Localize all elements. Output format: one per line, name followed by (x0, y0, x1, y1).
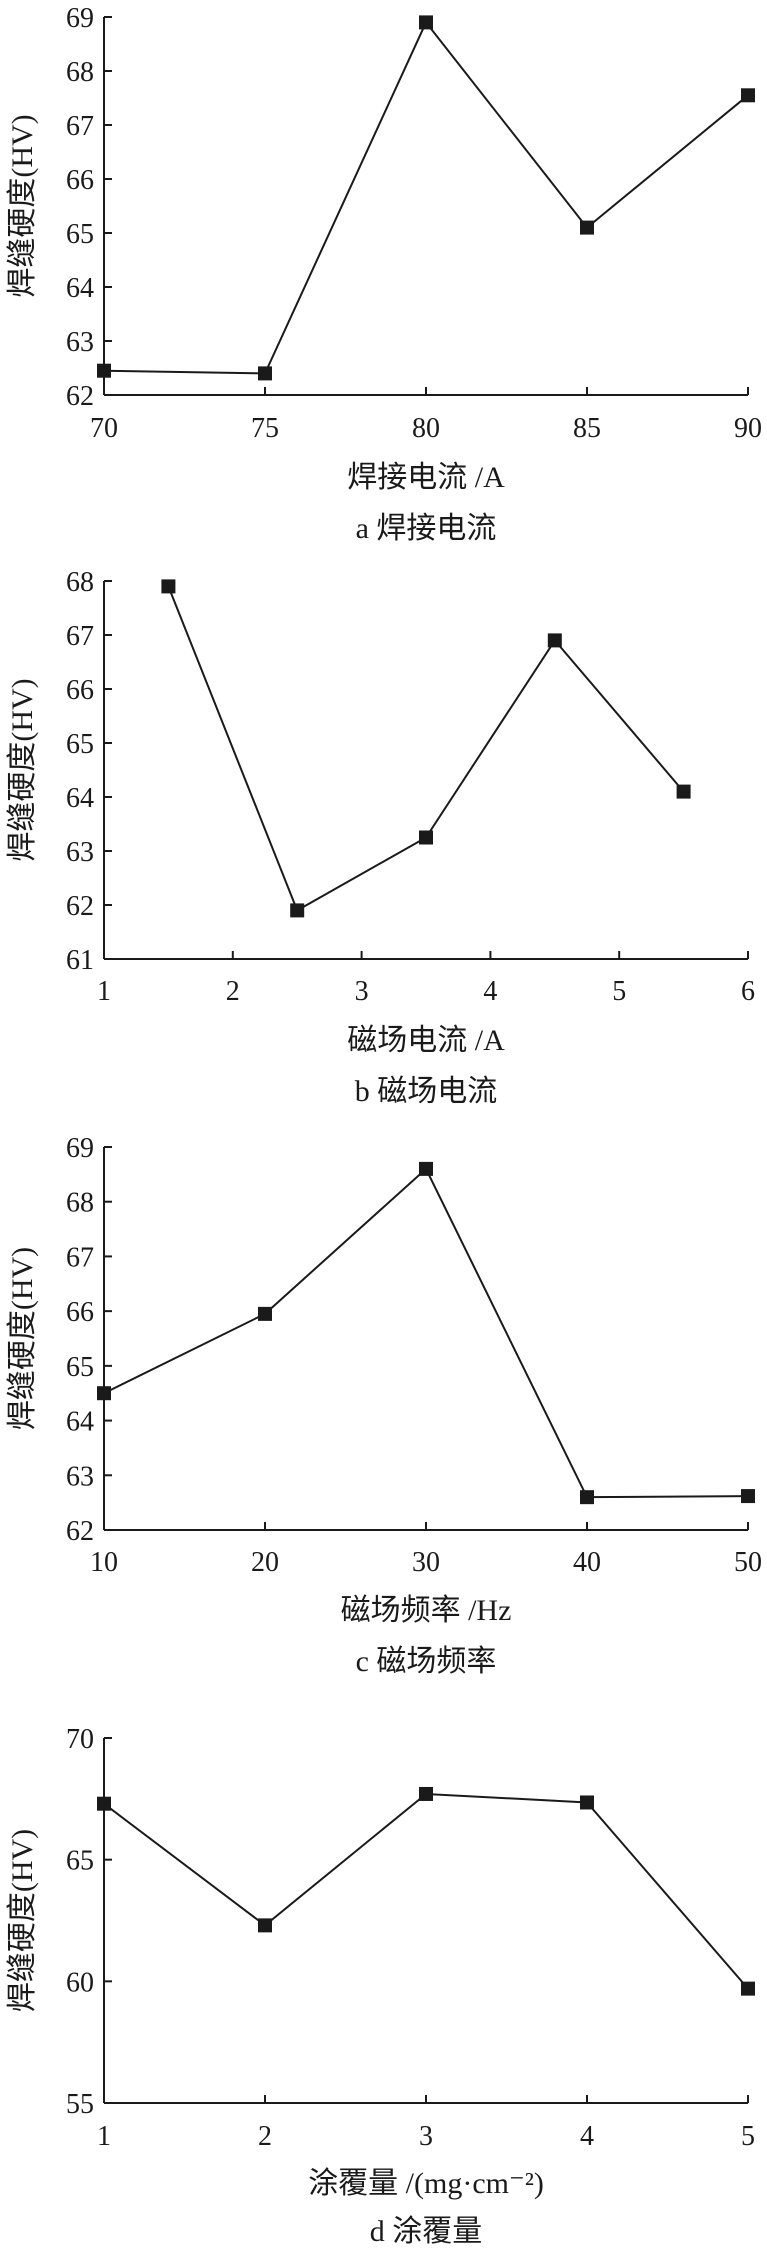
y-tick-label: 64 (66, 1407, 94, 1438)
chart-panel-d: 55 60 65 70 1 2 3 4 5 焊缝硬度(HV) 涂覆量 /(mg·cm⁻²) d 涂覆量 (6, 1724, 755, 2248)
y-tick-label: 64 (66, 273, 94, 304)
data-point-marker (290, 903, 305, 918)
y-tick-label: 64 (66, 783, 94, 814)
x-tick-label: 6 (741, 976, 755, 1007)
y-axis-title: 焊缝硬度(HV) (6, 678, 39, 861)
data-point-marker (97, 1386, 111, 1401)
y-tick-label: 55 (66, 2089, 94, 2120)
data-point-marker (419, 1161, 433, 1176)
data-point-marker (419, 15, 433, 30)
data-point-marker (419, 1786, 433, 1801)
series-line (103, 20, 749, 375)
y-tick-label: 62 (66, 891, 94, 922)
x-tick-label: 5 (741, 2121, 755, 2152)
y-tick-label: 65 (66, 729, 94, 760)
y-tick-label: 69 (66, 3, 94, 34)
x-tick-label: 85 (573, 413, 601, 444)
y-tick-label: 69 (66, 1133, 94, 1164)
data-point-marker (580, 220, 594, 235)
y-axis-title: 焊缝硬度(HV) (6, 1247, 39, 1430)
chart-panel-a: 62 63 64 65 66 67 68 69 70 75 80 85 90 焊缝硬度(HV) 焊接电流 /… (6, 3, 762, 545)
data-point-marker (161, 579, 176, 594)
panel-caption: a 焊接电流 (356, 512, 497, 545)
data-point-marker (676, 784, 691, 799)
y-tick-label: 70 (66, 1724, 94, 1755)
series-line (167, 586, 685, 912)
y-tick-label: 65 (66, 1846, 94, 1877)
x-tick-label: 80 (412, 413, 440, 444)
x-tick-label: 5 (612, 976, 626, 1007)
series-line (103, 1167, 749, 1499)
x-tick-label: 40 (573, 1547, 601, 1578)
x-tick-label: 4 (580, 2121, 594, 2152)
x-axis-title: 磁场电流 /A (347, 1024, 505, 1057)
data-point-marker (741, 88, 755, 103)
x-tick-label: 1 (97, 976, 111, 1007)
y-tick-label: 66 (66, 675, 94, 706)
y-axis-title: 焊缝硬度(HV) (6, 114, 39, 297)
chart-panel-b: 61 62 63 64 65 66 67 68 1 2 3 4 5 6 焊缝硬度(HV) 磁场电流 /A b 磁… (6, 567, 755, 1108)
x-axis-title: 涂覆量 /(mg·cm⁻²) (308, 2167, 544, 2200)
y-tick-label: 62 (66, 381, 94, 412)
y-tick-label: 67 (66, 1242, 94, 1273)
y-tick-label: 65 (66, 219, 94, 250)
series-line (103, 1792, 749, 1990)
x-tick-label: 2 (258, 2121, 272, 2152)
data-point-marker (258, 1918, 272, 1933)
data-point-marker (741, 1981, 755, 1996)
y-axis-title: 焊缝硬度(HV) (6, 1829, 39, 2012)
y-tick-label: 62 (66, 1516, 94, 1547)
y-tick-label: 68 (66, 1188, 94, 1219)
data-point-marker (258, 366, 272, 381)
data-point-marker (419, 830, 433, 845)
data-point-marker (580, 1795, 594, 1810)
y-tick-label: 61 (66, 945, 94, 976)
panel-caption: c 磁场频率 (356, 1645, 497, 1678)
x-tick-label: 3 (419, 2121, 433, 2152)
y-tick-label: 63 (66, 327, 94, 358)
x-tick-label: 50 (734, 1547, 762, 1578)
x-tick-label: 30 (412, 1547, 440, 1578)
x-tick-label: 1 (97, 2121, 111, 2152)
data-point-marker (547, 633, 562, 648)
x-tick-label: 10 (90, 1547, 118, 1578)
x-tick-label: 20 (251, 1547, 279, 1578)
y-tick-label: 66 (66, 165, 94, 196)
data-point-marker (741, 1489, 755, 1504)
x-tick-label: 70 (90, 413, 118, 444)
y-tick-label: 63 (66, 1461, 94, 1492)
x-tick-label: 2 (226, 976, 240, 1007)
data-point-marker (580, 1490, 594, 1505)
x-tick-label: 90 (734, 413, 762, 444)
panel-caption: b 磁场电流 (355, 1075, 498, 1108)
data-point-marker (258, 1306, 272, 1321)
y-tick-label: 67 (66, 621, 94, 652)
x-tick-label: 3 (355, 976, 369, 1007)
y-tick-label: 67 (66, 111, 94, 142)
data-point-marker (97, 363, 111, 378)
y-tick-label: 68 (66, 567, 94, 598)
x-tick-label: 4 (483, 976, 497, 1007)
data-point-marker (97, 1796, 111, 1811)
y-tick-label: 66 (66, 1297, 94, 1328)
x-axis-title: 磁场频率 /Hz (341, 1594, 512, 1627)
y-tick-label: 68 (66, 57, 94, 88)
x-axis-title: 焊接电流 /A (347, 461, 505, 494)
chart-panel-c: 62 63 64 65 66 67 68 69 10 20 30 40 50 焊缝硬度(HV) 磁场频率 /… (6, 1133, 762, 1678)
y-tick-label: 63 (66, 837, 94, 868)
panel-caption: d 涂覆量 (370, 2215, 483, 2248)
y-tick-label: 65 (66, 1352, 94, 1383)
x-tick-label: 75 (251, 413, 279, 444)
y-tick-label: 60 (66, 1967, 94, 1998)
